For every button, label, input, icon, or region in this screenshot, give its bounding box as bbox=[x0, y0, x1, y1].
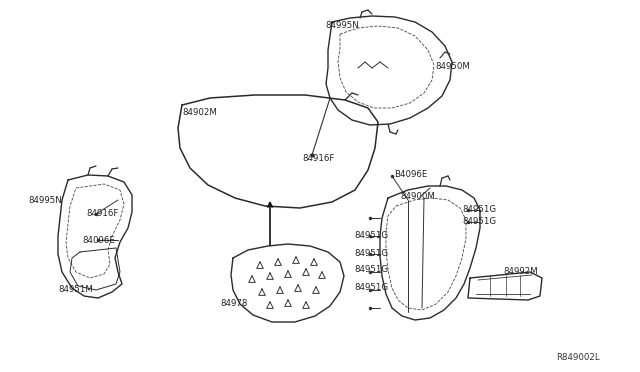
Text: 84951G: 84951G bbox=[462, 217, 496, 225]
Text: B4096E: B4096E bbox=[394, 170, 428, 179]
Text: 84978: 84978 bbox=[220, 299, 248, 308]
Text: 84951G: 84951G bbox=[462, 205, 496, 214]
Text: 84951G: 84951G bbox=[354, 231, 388, 240]
Text: 84096E: 84096E bbox=[82, 235, 115, 244]
Text: 84916F: 84916F bbox=[302, 154, 334, 163]
Text: 84992M: 84992M bbox=[503, 267, 538, 276]
Text: 84902M: 84902M bbox=[182, 108, 217, 116]
Text: 84900M: 84900M bbox=[400, 192, 435, 201]
Text: 84951M: 84951M bbox=[58, 285, 93, 295]
Text: 84951G: 84951G bbox=[354, 248, 388, 257]
Text: R849002L: R849002L bbox=[556, 353, 600, 362]
Text: 84951G: 84951G bbox=[354, 266, 388, 275]
Text: 84995N: 84995N bbox=[325, 20, 359, 29]
Text: 84995N: 84995N bbox=[28, 196, 61, 205]
Text: 84916F: 84916F bbox=[86, 208, 118, 218]
Text: 84951G: 84951G bbox=[354, 283, 388, 292]
Text: 84950M: 84950M bbox=[435, 61, 470, 71]
